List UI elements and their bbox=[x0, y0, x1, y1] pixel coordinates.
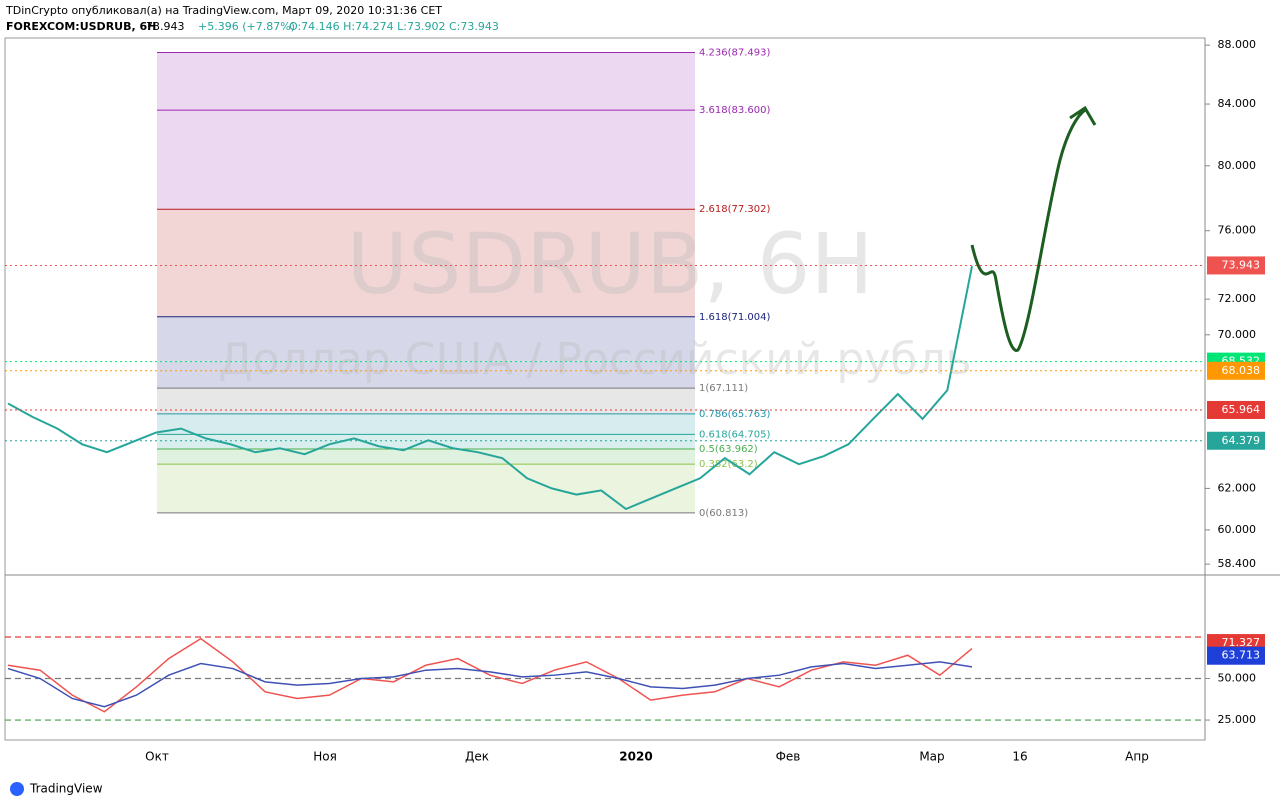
price-label-bg bbox=[1207, 256, 1265, 275]
x-tick-label: Фев bbox=[776, 750, 801, 764]
y-tick-label: 72.000 bbox=[1218, 292, 1257, 305]
fib-label: 1.618(71.004) bbox=[699, 312, 771, 323]
price-label: 64.379 bbox=[1222, 434, 1261, 447]
price-label-bg bbox=[1207, 400, 1265, 419]
y-tick-label: 80.000 bbox=[1218, 159, 1257, 172]
y-tick-label: 25.000 bbox=[1218, 713, 1257, 726]
y-tick-label: 76.000 bbox=[1218, 224, 1257, 237]
x-tick-label: Мар bbox=[919, 750, 944, 764]
symbol: FOREXCOM:USDRUB, 6H bbox=[6, 20, 156, 33]
fib-label: 0.786(65.763) bbox=[699, 409, 771, 420]
last: 73.943 bbox=[146, 20, 185, 33]
x-tick-label: Ноя bbox=[313, 750, 337, 764]
fib-label: 4.236(87.493) bbox=[699, 47, 771, 58]
fib-band bbox=[157, 52, 695, 111]
price-label: 73.943 bbox=[1222, 258, 1261, 271]
price-label: 71.327 bbox=[1222, 636, 1261, 649]
author-line: TDinCrypto опубликовал(а) на TradingView… bbox=[5, 4, 442, 17]
fib-band bbox=[157, 448, 695, 465]
fib-label: 0.5(63.962) bbox=[699, 444, 758, 455]
y-tick-label: 84.000 bbox=[1218, 97, 1257, 110]
series-line bbox=[7, 661, 973, 708]
fib-label: 2.618(77.302) bbox=[699, 204, 771, 215]
fib-band bbox=[157, 110, 695, 210]
price-label: 63.713 bbox=[1222, 649, 1261, 662]
watermark-title: USDRUB, 6H bbox=[347, 215, 874, 313]
y-tick-label: 62.000 bbox=[1218, 481, 1257, 494]
footer-brand: TradingView bbox=[29, 782, 103, 796]
price-label-bg bbox=[1207, 646, 1265, 665]
x-tick-label: 16 bbox=[1012, 750, 1027, 764]
fib-label: 1(67.111) bbox=[699, 383, 748, 394]
price-label-bg bbox=[1207, 361, 1265, 380]
watermark-subtitle: Доллар США / Российский рубль bbox=[218, 334, 971, 385]
logo bbox=[10, 782, 24, 796]
price-label: 68.038 bbox=[1222, 364, 1261, 377]
series-line bbox=[7, 265, 973, 511]
y-tick-label: 50.000 bbox=[1218, 672, 1257, 685]
fib-label: 0(60.813) bbox=[699, 508, 748, 519]
ohlc: O:74.146 H:74.274 L:73.902 C:73.943 bbox=[289, 20, 499, 33]
fib-label: 3.618(83.600) bbox=[699, 105, 771, 116]
x-tick-label: 2020 bbox=[619, 750, 652, 764]
fib-label: 0.618(64.705) bbox=[699, 429, 771, 440]
fib-band bbox=[157, 464, 695, 513]
change: +5.396 (+7.87%) bbox=[198, 20, 295, 33]
price-label: 65.964 bbox=[1222, 403, 1261, 416]
x-tick-label: Окт bbox=[145, 750, 169, 764]
fib-group: 4.236(87.493) 3.618(83.600) 2.618(77.302) 1… bbox=[157, 47, 771, 519]
x-tick-label: Дек bbox=[465, 750, 489, 764]
series-line bbox=[7, 637, 973, 713]
drawn-arrow bbox=[970, 105, 1097, 352]
fib-band bbox=[157, 316, 695, 389]
fib-band bbox=[157, 413, 695, 435]
footer-bar bbox=[0, 778, 1280, 806]
x-tick-label: Апр bbox=[1125, 750, 1149, 764]
fib-label: 0.382(63.2) bbox=[699, 459, 758, 470]
y-tick-label: 58.400 bbox=[1218, 557, 1257, 570]
y-tick-label: 88.000 bbox=[1218, 38, 1257, 51]
fib-band bbox=[157, 209, 695, 317]
y-tick-label: 60.000 bbox=[1218, 523, 1257, 536]
y-tick-label: 70.000 bbox=[1218, 328, 1257, 341]
plot: 88.000 84.000 80.000 76.000 72.000 70.000 62.0… bbox=[5, 38, 1265, 764]
price-label-bg bbox=[1207, 431, 1265, 450]
